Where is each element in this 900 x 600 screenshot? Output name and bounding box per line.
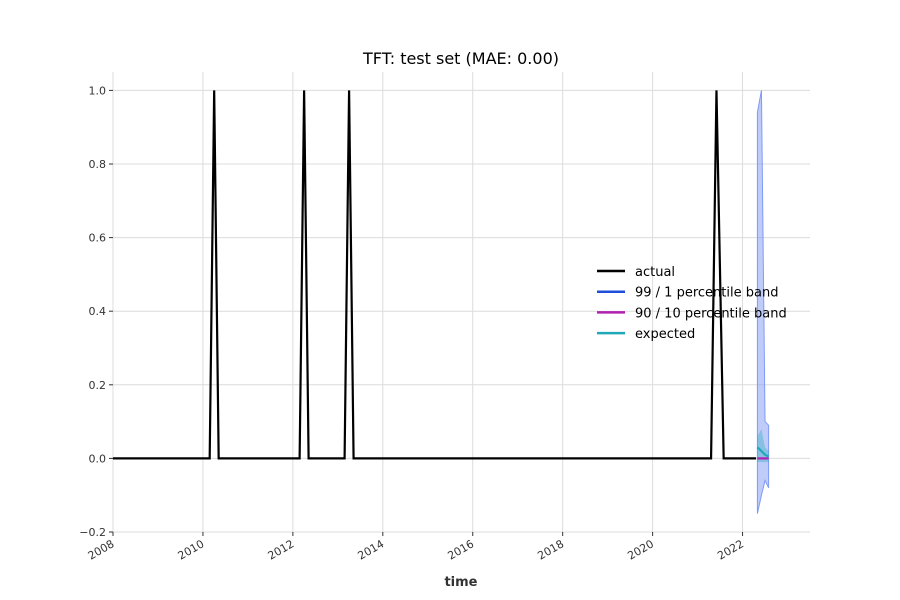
y-tick-label: 0.8: [89, 158, 107, 171]
y-tick-label: 1.0: [89, 84, 107, 97]
y-tick-label: 0.6: [89, 232, 107, 245]
legend-label: 90 / 10 percentile band: [635, 306, 787, 321]
y-tick-label: 0.2: [89, 379, 107, 392]
legend: actual 99 / 1 percentile band 90 / 10 perc…: [597, 265, 787, 342]
x-tick-label: 2022: [715, 537, 746, 562]
x-tick-label: 2012: [266, 537, 297, 562]
chart-title: TFT: test set (MAE: 0.00): [362, 49, 559, 68]
grid: [112, 72, 810, 533]
y-tick-label: −0.2: [79, 526, 106, 539]
series-actual-line: [113, 90, 757, 460]
x-tick-label: 2008: [86, 537, 117, 562]
x-tick-label: 2010: [176, 537, 207, 562]
x-tick-label: 2016: [445, 537, 476, 562]
band-90-10: [757, 428, 769, 463]
y-tick-label: 0.0: [89, 452, 107, 465]
band-99-1: [756, 90, 770, 514]
x-tick-label: 2020: [625, 537, 656, 562]
y-tick-label: 0.4: [89, 305, 107, 318]
series-expected-line: [756, 446, 770, 458]
percentile-bands: [756, 90, 770, 514]
tick-labels: −0.2 0.0 0.2 0.4 0.6 0.8 1.0 2008 2010 2012 2014 20…: [79, 84, 746, 562]
legend-label: actual: [635, 265, 675, 280]
x-tick-label: 2018: [535, 537, 566, 562]
x-axis-label: time: [444, 575, 477, 590]
legend-label: 99 / 1 percentile band: [635, 286, 778, 301]
x-tick-label: 2014: [356, 537, 387, 562]
series-lines: [113, 90, 770, 460]
legend-label: expected: [635, 327, 695, 342]
